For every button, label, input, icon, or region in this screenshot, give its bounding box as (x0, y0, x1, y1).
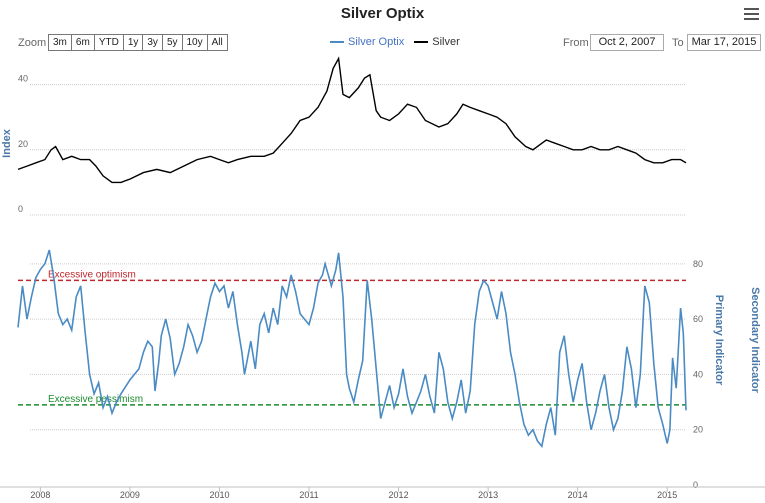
y-axis-label-index: Index (1, 128, 13, 158)
y2-tick-label: 0 (693, 480, 698, 490)
legend-item-silver[interactable]: Silver (414, 36, 460, 48)
legend-item-silver-optix[interactable]: Silver Optix (330, 36, 404, 48)
chart-legend: Silver Optix Silver (330, 36, 470, 48)
silver-optix-line (17, 249, 687, 449)
x-tick-label: 2013 (478, 490, 498, 500)
silver-price-line (17, 56, 687, 184)
legend-label: Silver Optix (348, 36, 405, 48)
y2-tick-label: 60 (693, 314, 703, 324)
y2-tick-label: 20 (693, 425, 703, 435)
hamburger-icon[interactable] (744, 8, 759, 20)
y-axis-label-primary: Primary Indicator (713, 295, 725, 386)
y-tick-label: 20 (18, 139, 28, 149)
to-label: To (672, 37, 684, 49)
from-date-input[interactable]: Oct 2, 2007 (590, 34, 664, 51)
zoom-label: Zoom (18, 37, 47, 49)
x-tick-label: 2015 (657, 490, 677, 500)
zoom-button-group: 3m 6m YTD 1y 3y 5y 10y All (48, 34, 228, 51)
chart-title: Silver Optix (340, 5, 425, 22)
zoom-button-ytd[interactable]: YTD (93, 34, 124, 51)
zoom-button-3y[interactable]: 3y (142, 34, 163, 51)
x-tick-label: 2008 (30, 490, 50, 500)
legend-swatch (330, 41, 344, 43)
x-tick-label: 2010 (209, 490, 229, 500)
y-tick-label: 40 (18, 74, 28, 84)
y-tick-label: 0 (18, 204, 23, 214)
legend-swatch (414, 41, 429, 43)
legend-label: Silver (432, 36, 460, 48)
x-tick-label: 2012 (389, 490, 409, 500)
to-date-input[interactable]: Mar 17, 2015 (687, 34, 761, 51)
x-tick-label: 2009 (120, 490, 140, 500)
from-label: From (563, 37, 589, 49)
x-tick-label: 2014 (568, 490, 588, 500)
y2-tick-label: 40 (693, 369, 703, 379)
zoom-button-all[interactable]: All (206, 34, 228, 51)
y2-tick-label: 80 (693, 259, 703, 269)
x-tick-label: 2011 (299, 490, 318, 500)
y-axis-label-secondary: Secondary Indicator (749, 287, 761, 393)
pessimism-label: Excessive pessimism (48, 394, 143, 405)
optimism-label: Excessive optimism (48, 269, 136, 280)
